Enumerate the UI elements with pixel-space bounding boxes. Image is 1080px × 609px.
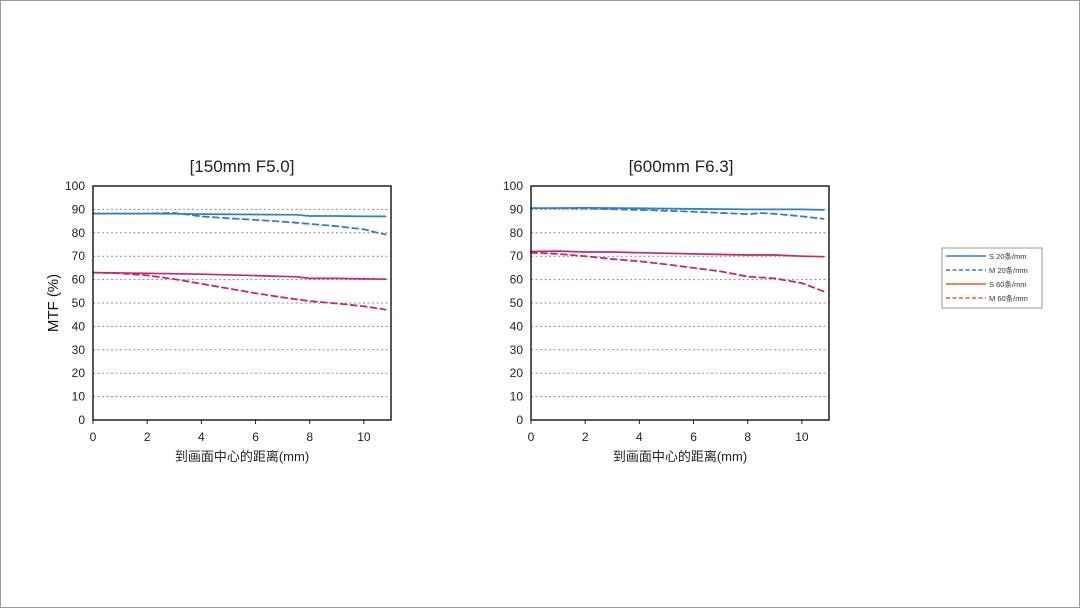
series-line-M-60条/mm <box>530 251 825 293</box>
series-line-M-20条/mm <box>530 207 825 220</box>
y-tick-label: 70 <box>72 249 86 263</box>
x-axis-label: 到画面中心的距离(mm) <box>613 449 747 464</box>
y-tick-label: 30 <box>72 343 86 357</box>
y-tick-label: 0 <box>78 413 85 427</box>
series-line-M-60条/mm <box>92 271 387 311</box>
y-tick-label: 10 <box>72 390 86 404</box>
chart-title: [150mm F5.0] <box>190 157 295 176</box>
y-tick-label: 50 <box>510 296 524 310</box>
y-tick-label: 100 <box>65 179 85 193</box>
legend-label: S 20条/mm <box>989 251 1027 261</box>
x-tick-label: 2 <box>144 430 151 444</box>
y-tick-label: 0 <box>516 413 523 427</box>
y-tick-label: 80 <box>510 226 524 240</box>
series-line-S-60条/mm <box>92 271 387 280</box>
y-tick-label: 100 <box>503 179 523 193</box>
y-tick-label: 20 <box>510 366 524 380</box>
y-tick-label: 50 <box>72 296 86 310</box>
plot-frame <box>92 185 392 421</box>
y-tick-label: 40 <box>510 319 524 333</box>
x-axis-label: 到画面中心的距离(mm) <box>175 449 309 464</box>
y-tick-label: 60 <box>72 273 86 287</box>
x-tick-label: 2 <box>582 430 589 444</box>
legend: S 20条/mm M 20条/mm S 60条/mm M 60条/mm <box>941 247 1043 309</box>
plot-frame <box>530 185 830 421</box>
y-tick-label: 80 <box>72 226 86 240</box>
y-tick-label: 70 <box>510 249 524 263</box>
x-tick-label: 8 <box>744 430 751 444</box>
series-line-M-20条/mm <box>92 211 387 236</box>
x-tick-label: 4 <box>636 430 643 444</box>
x-tick-label: 10 <box>357 430 371 444</box>
y-axis-label: MTF (%) <box>45 274 62 332</box>
series-line-S-20条/mm <box>92 212 387 218</box>
legend-label: S 60条/mm <box>989 279 1027 289</box>
x-tick-label: 6 <box>252 430 259 444</box>
legend-label: M 60条/mm <box>989 293 1028 303</box>
y-tick-label: 90 <box>72 202 86 216</box>
x-tick-label: 8 <box>306 430 313 444</box>
x-tick-label: 0 <box>528 430 535 444</box>
y-tick-label: 10 <box>510 390 524 404</box>
y-tick-label: 20 <box>72 366 86 380</box>
legend-label: M 20条/mm <box>989 265 1028 275</box>
x-tick-label: 0 <box>90 430 97 444</box>
chart-panel-2: [600mm F6.3] 0 10 20 30 40 50 60 70 80 90 100 0 2 4 6 8 1… <box>503 157 830 464</box>
y-tick-label: 40 <box>72 319 86 333</box>
series-line-S-60条/mm <box>530 250 825 258</box>
chart-title: [600mm F6.3] <box>629 157 734 176</box>
x-tick-label: 6 <box>690 430 697 444</box>
legend-box <box>941 247 1043 309</box>
y-tick-label: 90 <box>510 202 524 216</box>
y-tick-label: 30 <box>510 343 524 357</box>
chart-panel-1: [150mm F5.0] 0 10 20 30 40 50 60 70 80 90 100 0 2 4 6 8 1… <box>45 157 392 464</box>
x-tick-label: 4 <box>198 430 205 444</box>
y-tick-label: 60 <box>510 273 524 287</box>
x-tick-label: 10 <box>795 430 809 444</box>
